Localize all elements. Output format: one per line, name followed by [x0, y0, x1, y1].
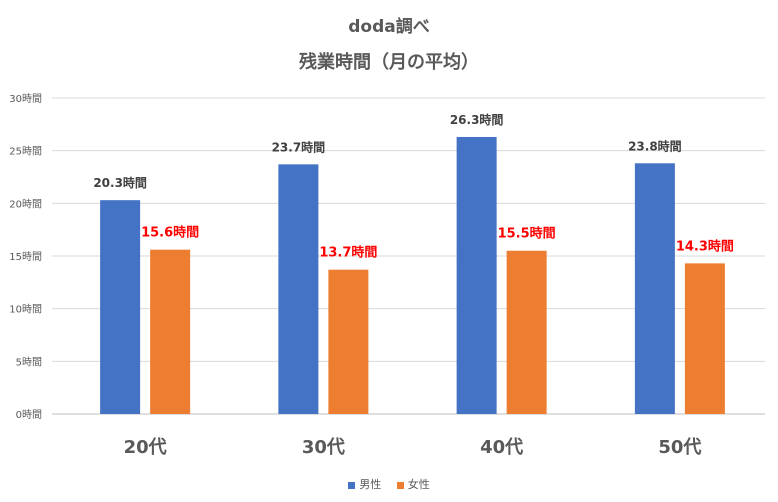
data-label-female: 14.3時間 [676, 238, 734, 254]
bar-male [456, 136, 497, 414]
x-tick-label: 40代 [480, 437, 523, 458]
y-tick-label: 0時間 [16, 409, 42, 421]
legend-label-male: 男性 [359, 478, 382, 491]
x-tick-label: 50代 [658, 437, 701, 458]
chart-subtitle: 残業時間（月の平均） [299, 52, 479, 73]
y-tick-label: 25時間 [9, 146, 42, 158]
y-tick-label: 15時間 [9, 251, 42, 263]
bar-male [634, 163, 675, 414]
legend: 男性 女性 [0, 476, 778, 492]
x-tick-label: 20代 [124, 437, 167, 458]
data-label-male: 20.3時間 [93, 175, 147, 190]
bar-chart: 0時間 5時間 10時間 15時間 20時間 25時間 30時間 20.3時間 15.6時間 20… [9, 93, 765, 458]
legend-item-female: 女性 [396, 476, 430, 492]
data-label-female: 15.5時間 [498, 226, 556, 242]
data-label-female: 15.6時間 [141, 225, 199, 241]
bar-female [150, 249, 191, 414]
data-label-female: 13.7時間 [319, 245, 377, 261]
x-tick-label: 30代 [302, 437, 345, 458]
bar-female [506, 250, 547, 414]
y-tick-label: 5時間 [16, 356, 42, 368]
data-label-male: 23.8時間 [628, 138, 682, 153]
y-tick-label: 30時間 [9, 93, 42, 105]
chart-title: doda調べ [348, 17, 430, 37]
bar-male [100, 200, 141, 414]
data-label-male: 23.7時間 [272, 139, 326, 154]
data-label-male: 26.3時間 [450, 112, 504, 127]
legend-swatch-female [396, 481, 404, 489]
legend-swatch-male [348, 481, 356, 489]
y-tick-label: 10時間 [9, 304, 42, 316]
y-tick-label: 20時間 [9, 198, 42, 210]
legend-label-female: 女性 [407, 478, 430, 491]
bar-female [328, 269, 369, 414]
bar-female [684, 263, 725, 414]
legend-item-male: 男性 [348, 476, 381, 492]
bar-male [278, 164, 319, 414]
